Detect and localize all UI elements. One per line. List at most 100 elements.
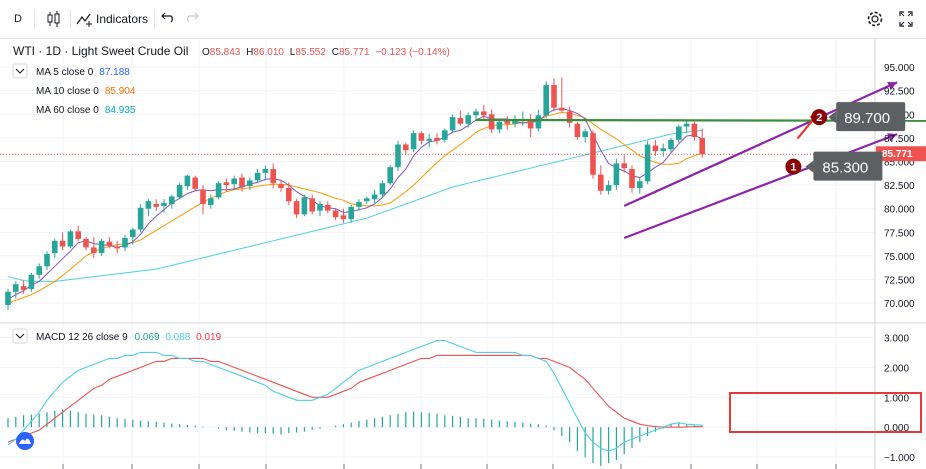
candle-body (208, 198, 214, 205)
candle-body (644, 144, 651, 182)
tv-logo[interactable] (16, 432, 34, 450)
candle-body (348, 206, 354, 220)
candle-body (590, 133, 596, 175)
candle-body (262, 169, 269, 173)
callout-pointer (828, 111, 837, 124)
candles-icon[interactable] (46, 9, 62, 29)
legend-macd[interactable]: MACD 12 26 close 9 0.069 0.088 0.019 (36, 332, 222, 343)
candle-body (36, 266, 42, 275)
candle-body (403, 144, 409, 151)
macd-tick-label: 0.000 (884, 423, 909, 434)
candle-body (293, 201, 300, 215)
candle-body (83, 238, 89, 248)
macd-tick-label: 3.000 (884, 333, 909, 344)
candle-body (683, 123, 690, 127)
candle-body (278, 184, 284, 188)
candle-body (122, 237, 128, 248)
candle-body (340, 215, 347, 220)
candle-body (309, 198, 315, 212)
marker-2-number: 2 (816, 112, 822, 124)
candle-body (527, 119, 534, 129)
candle-body (75, 231, 81, 239)
undo-icon[interactable] (161, 9, 177, 29)
grid (0, 38, 926, 469)
candle-body (356, 202, 362, 207)
interval-button[interactable]: D (14, 13, 22, 25)
chart-toolbar: D Indicators (0, 0, 926, 39)
candle-body (184, 175, 191, 187)
candle-body (169, 196, 175, 204)
candle-body (106, 241, 113, 246)
candle-body (629, 169, 635, 188)
legend-ma5[interactable]: MA 5 close 0 87.188 (36, 67, 130, 78)
candle-body (317, 203, 323, 211)
channel-lower (623, 133, 898, 240)
legend-ma10[interactable]: MA 10 close 0 85.904 (36, 86, 136, 97)
price-tick-label: 80.000 (884, 205, 915, 216)
macd-collapse-button[interactable] (12, 328, 28, 344)
candle-body (137, 207, 144, 230)
price-tick-label: 95.000 (884, 63, 915, 74)
candle-body (637, 181, 643, 188)
redo-icon[interactable] (183, 9, 199, 29)
candle-body (434, 137, 440, 141)
chevron-down-icon (15, 333, 25, 339)
candle-body (465, 115, 471, 124)
legend-ma60[interactable]: MA 60 close 0 84.935 (36, 105, 136, 116)
macd-signal-line (7, 354, 703, 443)
fullscreen-icon[interactable] (898, 9, 914, 29)
candle-body (379, 183, 386, 195)
current-price-label: 85.771 (882, 149, 913, 160)
candle-body (114, 246, 120, 249)
indicators-button[interactable]: Indicators (76, 9, 148, 29)
annotations: 1 85.300 2 89.700 (729, 102, 922, 433)
price-tick-label: 77.500 (884, 228, 915, 239)
macd-legend: MACD 12 26 close 9 0.069 0.088 0.019 (12, 328, 222, 344)
candle-body (28, 274, 35, 289)
legend-title: WTI · 1D · Light Sweet Crude Oil (13, 44, 188, 58)
candle-body (59, 240, 66, 247)
marker-1-label: 85.300 (822, 160, 868, 177)
price-tick-label: 75.000 (884, 252, 915, 263)
price-axes: 95.00092.50090.00087.50085.00082.50080.0… (62, 63, 926, 469)
candle-body (473, 111, 479, 116)
candle-body (488, 114, 495, 130)
marker-2-label: 89.700 (844, 110, 890, 127)
price-tick-label: 87.500 (884, 134, 915, 145)
candle-body (387, 167, 393, 184)
main-legend: WTI · 1D · Light Sweet Crude Oil O85.843… (12, 44, 450, 116)
candle-body (668, 139, 674, 150)
candle-body (44, 254, 50, 267)
candle-body (286, 187, 292, 202)
cloud-icon (19, 438, 31, 444)
candle-body (270, 169, 276, 184)
candle-body (325, 204, 331, 211)
chart-canvas[interactable]: 95.00092.50090.00087.50085.00082.50080.0… (0, 38, 926, 469)
candle-body (231, 178, 237, 185)
candle-body (613, 163, 620, 186)
macd-pane (7, 339, 703, 467)
price-tick-label: 72.500 (884, 276, 915, 287)
candle-body (457, 118, 464, 124)
candle-body (543, 85, 549, 116)
price-tick-label: 85.000 (884, 158, 915, 169)
candle-body (13, 284, 19, 292)
candle-body (660, 148, 666, 152)
ma60-line (7, 129, 703, 282)
toolbar-divider (34, 10, 35, 28)
candle-body (247, 180, 253, 187)
candle-body (215, 183, 222, 198)
candle-body (551, 85, 557, 108)
candle-body (371, 194, 378, 200)
candle-body (91, 247, 97, 254)
marker-2-callout (836, 102, 906, 132)
candle-body (67, 231, 74, 247)
candle-body (223, 182, 230, 186)
candle-body (364, 198, 370, 202)
candle-body (161, 203, 167, 206)
legend-collapse-button[interactable] (12, 63, 28, 79)
candle-body (652, 145, 659, 152)
candle-body (418, 133, 425, 141)
gear-icon[interactable] (866, 9, 884, 29)
candle-body (566, 111, 573, 123)
